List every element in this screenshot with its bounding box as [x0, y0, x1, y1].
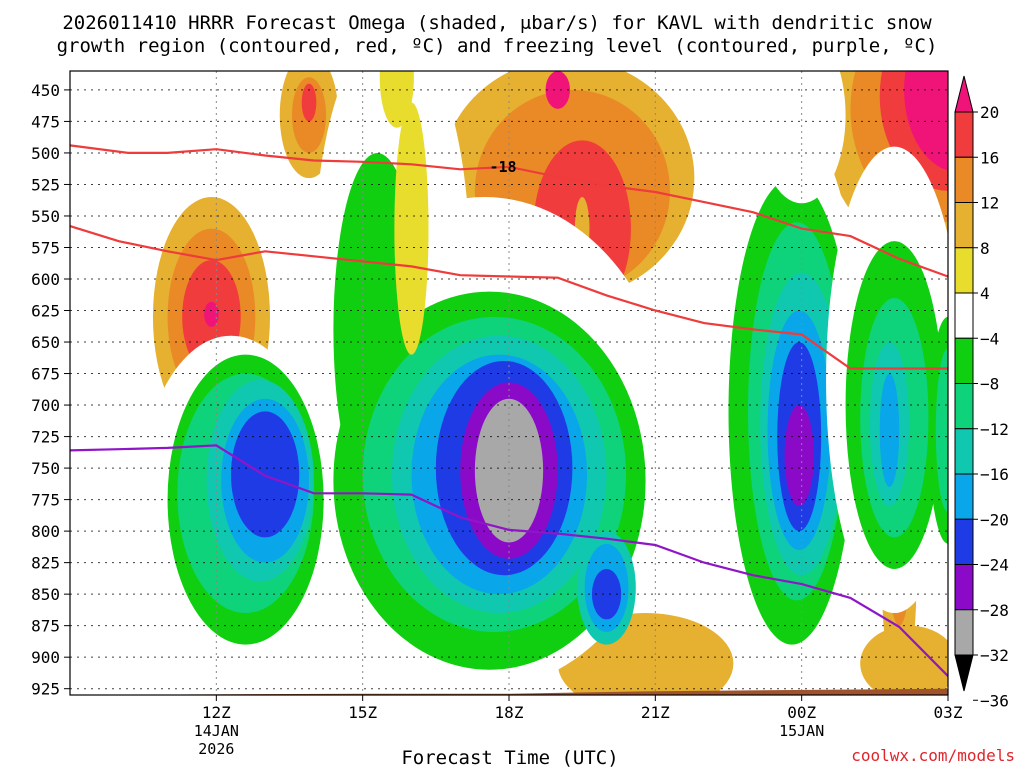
y-tick-label-625: 625 — [31, 302, 60, 321]
x-tick-label-21Z: 21Z — [641, 703, 670, 722]
colorbar-box-4 — [954, 292, 974, 339]
colorbar-label-1: 16 — [980, 148, 999, 167]
colorbar-box-3 — [954, 247, 974, 294]
grid-lines — [70, 71, 948, 695]
colorbar-label-11: −28 — [980, 601, 1009, 620]
y-tick-label-775: 775 — [31, 491, 60, 510]
x-tick-date-12Z: 14JAN — [194, 722, 239, 740]
omega-region-55 — [104, 77, 153, 179]
y-tick-label-825: 825 — [31, 554, 60, 573]
colorbar-box-10 — [954, 564, 974, 611]
colorbar-label-3: 8 — [980, 239, 990, 258]
x-tick-year-12Z: 2026 — [198, 740, 234, 758]
y-tick-label-925: 925 — [31, 680, 60, 699]
colorbar-label-5: −4 — [980, 329, 999, 348]
x-axis-title: Forecast Time (UTC) — [401, 747, 618, 768]
y-tick-label-750: 750 — [31, 459, 60, 478]
omega-shading — [104, 71, 948, 695]
y-tick-label-600: 600 — [31, 270, 60, 289]
y-tick-label-675: 675 — [31, 365, 60, 384]
y-tick-label-550: 550 — [31, 207, 60, 226]
colorbar-label-0: 20 — [980, 103, 999, 122]
omega-region-3 — [204, 301, 219, 327]
colorbar-box-8 — [954, 473, 974, 520]
omega-region-47 — [784, 405, 814, 506]
contour-lines — [70, 144, 948, 677]
plot-area — [70, 71, 948, 695]
dgz-top-contour — [70, 144, 948, 278]
colorbar-label-13: −36 — [980, 691, 1009, 710]
omega-region-56 — [250, 146, 261, 235]
x-tick-label-18Z: 18Z — [495, 703, 524, 722]
y-axis: 450 475 500 525 550 575 600 625 650 675 700 725 750 7… — [31, 81, 70, 699]
chart-title-line1: 2026011410 HRRR Forecast Omega (shaded, … — [62, 12, 932, 34]
dgz-contour-label: -18 — [489, 158, 516, 176]
y-tick-label-725: 725 — [31, 428, 60, 447]
y-tick-label-875: 875 — [31, 617, 60, 636]
colorbar-label-10: −24 — [980, 556, 1009, 575]
colorbar-label-4: 4 — [980, 284, 990, 303]
freezing-level-contour — [70, 444, 948, 677]
colorbar-box-9 — [954, 518, 974, 565]
omega-region-59 — [379, 71, 414, 128]
colorbar-box-1 — [954, 156, 974, 203]
colorbar-box-6 — [954, 383, 974, 430]
colorbar-label-12: −32 — [980, 646, 1009, 665]
omega-region-38 — [591, 568, 622, 620]
dgz-bottom-contour — [70, 225, 948, 370]
y-tick-label-475: 475 — [31, 112, 60, 131]
omega-region-58 — [394, 102, 429, 355]
colorbar-box-5 — [954, 337, 974, 384]
omega-region-21 — [860, 625, 948, 695]
colorbar-box-2 — [954, 202, 974, 249]
omega-region-40 — [474, 398, 544, 543]
colorbar-label-9: −20 — [980, 510, 1009, 529]
x-tick-date-00Z: 15JAN — [779, 722, 824, 740]
y-tick-label-800: 800 — [31, 522, 60, 541]
colorbar-label-7: −12 — [980, 420, 1009, 439]
omega-region-10 — [545, 71, 570, 109]
y-tick-label-450: 450 — [31, 81, 60, 100]
colorbar-bottom-arrow — [954, 654, 974, 692]
colorbar: 20 16 12 8 4 −4 −8 −12 −16 −20 −24 −28 −32 −36 — [954, 75, 1009, 710]
colorbar-label-2: 12 — [980, 194, 999, 213]
credit-link[interactable]: coolwx.com/models — [851, 746, 1015, 765]
omega-region-6 — [301, 83, 317, 122]
y-tick-label-500: 500 — [31, 144, 60, 163]
omega-region-15 — [923, 71, 948, 158]
chart-title-line2: growth region (contoured, red, ºC) and f… — [57, 35, 938, 57]
y-tick-label-900: 900 — [31, 648, 60, 667]
y-tick-label-850: 850 — [31, 585, 60, 604]
colorbar-box-11 — [954, 609, 974, 656]
y-tick-label-525: 525 — [31, 175, 60, 194]
colorbar-box-0 — [954, 111, 974, 158]
x-tick-label-12Z: 12Z — [202, 703, 231, 722]
colorbar-top-arrow — [954, 75, 974, 113]
y-tick-label-700: 700 — [31, 396, 60, 415]
y-tick-label-650: 650 — [31, 333, 60, 352]
terrain-surface — [70, 688, 948, 695]
colorbar-box-7 — [954, 428, 974, 475]
x-tick-label-15Z: 15Z — [348, 703, 377, 722]
y-tick-label-575: 575 — [31, 238, 60, 257]
omega-region-54 — [935, 348, 948, 513]
x-tick-label-03Z: 03Z — [934, 703, 963, 722]
colorbar-label-8: −16 — [980, 465, 1009, 484]
colorbar-label-6: −8 — [980, 375, 999, 394]
x-tick-label-00Z: 00Z — [787, 703, 816, 722]
omega-region-52 — [879, 373, 900, 487]
omega-region-35 — [230, 411, 300, 538]
